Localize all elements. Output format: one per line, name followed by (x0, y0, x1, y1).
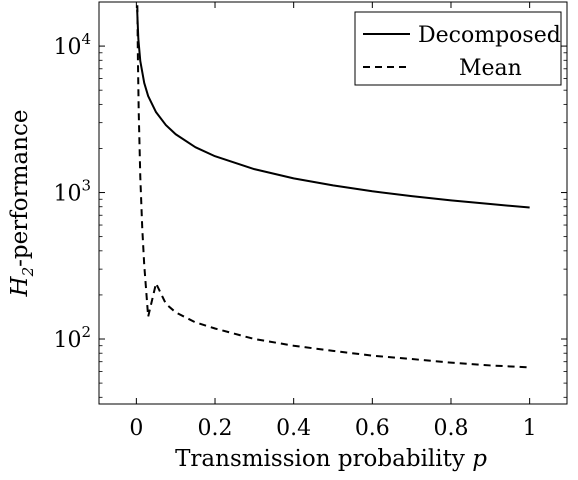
x-tick-label: 0.4 (276, 416, 311, 441)
legend-label-decomposed: Decomposed (418, 23, 561, 48)
y-axis-title-variable: H (7, 275, 33, 297)
legend: Decomposed Mean (355, 12, 561, 85)
y-tick-label: 102 (53, 323, 91, 353)
legend-label-mean: Mean (459, 56, 522, 81)
x-tick-label: 0 (129, 416, 143, 441)
y-axis-title-subscript: 2 (19, 267, 37, 278)
x-tick-label: 0.6 (355, 416, 390, 441)
x-tick-label: 0.8 (433, 416, 468, 441)
y-tick-label: 103 (53, 177, 91, 207)
x-axis-title-variable: p (472, 446, 487, 472)
y-tick-label: 104 (53, 30, 91, 60)
x-tick-label: 0.2 (198, 416, 233, 441)
x-axis-title-text: Transmission probability (175, 446, 472, 472)
x-tick-label: 1 (523, 416, 537, 441)
x-axis-title: Transmission probability p (175, 446, 487, 472)
y-axis-title-text: -performance (7, 110, 33, 267)
y-axis-title: H2-performance (7, 110, 37, 298)
